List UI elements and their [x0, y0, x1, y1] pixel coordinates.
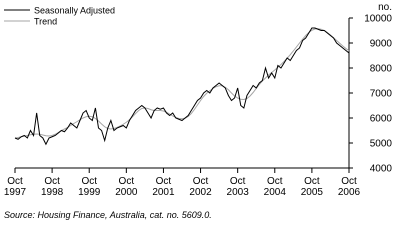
legend-label: Seasonally Adjusted — [34, 6, 115, 16]
y-tick-label: 6000 — [370, 114, 393, 125]
x-tick-label: Oct 2004 — [264, 176, 287, 198]
y-tick-label: 5000 — [370, 139, 393, 150]
y-axis-label: no. — [378, 2, 392, 13]
x-tick-label: Oct 2006 — [338, 176, 361, 198]
series-line — [14, 28, 350, 139]
x-tick-label: Oct 1998 — [41, 176, 64, 198]
x-tick-label: Oct 2005 — [301, 176, 324, 198]
legend-label: Trend — [34, 17, 57, 27]
chart: no. Source: Housing Finance, Australia, … — [4, 2, 393, 220]
series-line — [14, 27, 350, 146]
y-tick-label: 4000 — [370, 164, 393, 175]
x-tick-label: Oct 1997 — [4, 176, 27, 198]
y-tick-label: 9000 — [370, 39, 393, 50]
x-tick-label: Oct 2000 — [115, 176, 138, 198]
y-tick-label: 10000 — [364, 14, 392, 25]
y-tick-label: 8000 — [370, 64, 393, 75]
x-tick-label: Oct 2003 — [227, 176, 250, 198]
y-tick-label: 7000 — [370, 89, 393, 100]
x-tick-label: Oct 2002 — [189, 176, 212, 198]
x-tick-label: Oct 1999 — [78, 176, 101, 198]
source-note: Source: Housing Finance, Australia, cat.… — [4, 210, 212, 220]
x-tick-label: Oct 2001 — [152, 176, 175, 198]
